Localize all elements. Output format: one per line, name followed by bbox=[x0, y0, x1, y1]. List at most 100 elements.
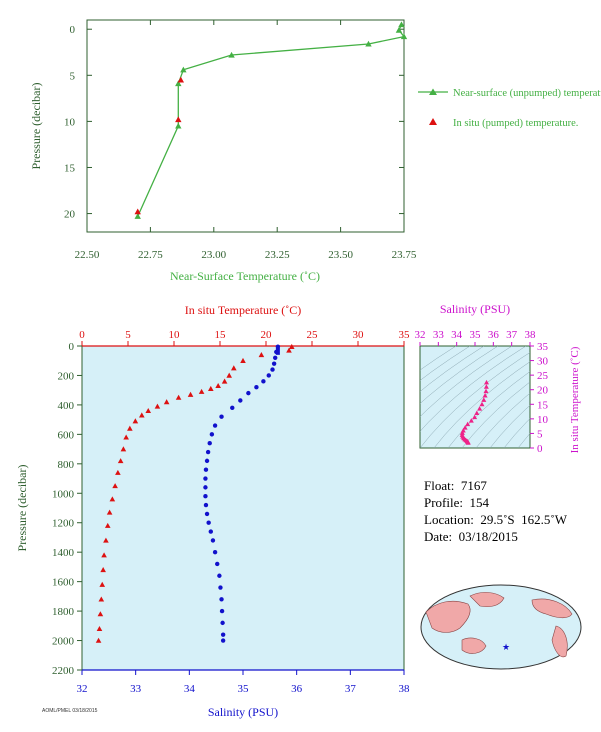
density-contour bbox=[420, 346, 457, 371]
temperature-point bbox=[215, 382, 221, 389]
point-near-surface bbox=[365, 40, 372, 47]
salinity-point bbox=[206, 520, 211, 525]
ts-y-tick-label: 15 bbox=[537, 399, 549, 411]
point-in-situ bbox=[134, 208, 141, 215]
salinity-point bbox=[203, 467, 209, 472]
legend-label-near-surface: Near-surface (unpumped) temperature. bbox=[453, 88, 601, 99]
map-landmass-asia bbox=[425, 600, 471, 633]
temperature-point bbox=[231, 365, 237, 371]
profile-y-tick-label: 1400 bbox=[52, 547, 75, 559]
density-contour bbox=[420, 346, 527, 432]
ts-point bbox=[483, 384, 489, 389]
density-contour bbox=[420, 346, 513, 417]
temperature-tick-label: 30 bbox=[353, 329, 365, 341]
ts-x-tick-label: 33 bbox=[433, 329, 445, 341]
density-contour bbox=[420, 346, 485, 392]
salinity-point bbox=[203, 502, 209, 508]
salinity-point bbox=[220, 638, 226, 643]
salinity-point bbox=[230, 405, 235, 411]
salinity-point bbox=[204, 458, 210, 464]
salinity-tick-label: 37 bbox=[345, 683, 357, 695]
temperature-point bbox=[132, 418, 139, 424]
salinity-point bbox=[212, 549, 218, 555]
map-landmass-australia bbox=[461, 637, 487, 654]
map-landmass-americas bbox=[531, 598, 573, 619]
salinity-point bbox=[220, 620, 225, 626]
legend-label-in-situ: In situ (pumped) temperature. bbox=[453, 118, 578, 129]
top-x-axis-label: Near-Surface Temperature (˚C) bbox=[170, 269, 320, 283]
temperature-tick-label: 0 bbox=[79, 329, 85, 341]
top-y-axis-label: Pressure (decibar) bbox=[29, 83, 43, 170]
top-x-tick-label: 23.50 bbox=[328, 249, 353, 261]
top-legend: Near-surface (unpumped) temperature. In … bbox=[418, 88, 601, 129]
density-contour bbox=[461, 381, 530, 448]
salinity-point bbox=[220, 632, 226, 637]
temperature-point bbox=[117, 458, 124, 464]
point-near-surface bbox=[175, 122, 182, 129]
profile-y-tick-label: 400 bbox=[58, 400, 75, 412]
salinity-point bbox=[208, 529, 213, 534]
temperature-point bbox=[198, 388, 205, 394]
temperature-point bbox=[154, 403, 161, 409]
point-near-surface bbox=[400, 33, 408, 40]
profile-bottom-axis-label: Salinity (PSU) bbox=[208, 705, 278, 719]
point-in-situ bbox=[177, 76, 185, 83]
ts-diagram: 32 33 34 35 36 37 38 0 5 10 15 20 25 30 35 Salinity (P… bbox=[415, 302, 582, 455]
temperature-point bbox=[97, 611, 104, 617]
salinity-point bbox=[215, 561, 220, 567]
salinity-point bbox=[204, 511, 210, 517]
salinity-point bbox=[238, 398, 243, 403]
temperature-point bbox=[96, 625, 103, 632]
salinity-point bbox=[219, 597, 224, 602]
density-contour bbox=[420, 346, 499, 404]
salinity-point bbox=[270, 367, 275, 372]
salinity-point bbox=[254, 385, 259, 390]
temperature-point bbox=[221, 378, 228, 384]
ts-x-tick-label: 35 bbox=[470, 329, 482, 341]
ts-point bbox=[484, 379, 490, 385]
ts-point bbox=[479, 401, 485, 407]
legend-marker-in-situ bbox=[429, 118, 437, 125]
density-contour bbox=[503, 418, 530, 448]
salinity-tick-label: 35 bbox=[238, 683, 250, 695]
profile-y-tick-label: 2000 bbox=[52, 636, 75, 648]
point-near-surface bbox=[398, 21, 405, 28]
salinity-point bbox=[246, 390, 251, 396]
temperature-point bbox=[163, 399, 170, 405]
ts-point bbox=[460, 428, 466, 433]
temperature-point bbox=[145, 408, 152, 414]
profile-y-tick-label: 800 bbox=[58, 459, 75, 471]
temperature-point bbox=[120, 446, 127, 452]
salinity-point bbox=[217, 573, 222, 578]
ts-point bbox=[472, 414, 478, 420]
profile-y-tick-label: 1600 bbox=[52, 577, 75, 589]
ts-x-axis-label: Salinity (PSU) bbox=[440, 302, 510, 316]
ts-point bbox=[465, 421, 471, 427]
salinity-point bbox=[203, 485, 208, 490]
ts-point bbox=[459, 430, 465, 435]
salinity-point bbox=[203, 476, 208, 481]
salinity-point bbox=[209, 432, 215, 437]
salinity-point bbox=[275, 344, 281, 349]
salinity-point bbox=[219, 414, 224, 419]
ts-x-tick-label: 32 bbox=[415, 329, 426, 341]
ts-point bbox=[468, 418, 474, 423]
ts-x-tick-label: 37 bbox=[506, 329, 518, 341]
temperature-point bbox=[115, 469, 121, 475]
temperature-point bbox=[99, 581, 106, 587]
salinity-tick-label: 34 bbox=[184, 683, 196, 695]
salinity-point bbox=[274, 349, 279, 355]
salinity-tick-label: 38 bbox=[399, 683, 411, 695]
top-x-tick-label: 23.00 bbox=[201, 249, 226, 261]
salinity-point bbox=[273, 355, 278, 360]
top-y-tick-label: 5 bbox=[70, 70, 76, 82]
temperature-point bbox=[127, 425, 133, 431]
salinity-point bbox=[218, 585, 223, 590]
salinity-point bbox=[210, 538, 216, 543]
profile-y-tick-label: 1200 bbox=[52, 518, 75, 530]
top-y-tick-label: 10 bbox=[64, 116, 76, 128]
temperature-point bbox=[95, 637, 102, 643]
temperature-point bbox=[240, 357, 246, 363]
temperature-point bbox=[98, 596, 105, 602]
